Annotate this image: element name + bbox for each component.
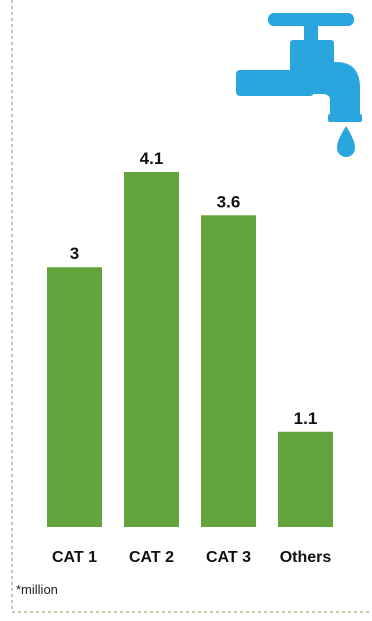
bar-cat-3 <box>201 215 256 528</box>
footnote-units: *million <box>16 582 58 597</box>
category-label-others: Others <box>280 549 332 566</box>
category-label-cat-1: CAT 1 <box>52 549 97 566</box>
value-label-cat-2: 4.1 <box>140 149 164 168</box>
value-label-cat-3: 3.6 <box>217 192 241 211</box>
bar-others <box>278 431 333 527</box>
value-label-others: 1.1 <box>294 409 318 428</box>
value-label-cat-1: 3 <box>70 244 79 263</box>
bars-group: 3 CAT 1 4.1 CAT 2 3.6 CAT 3 1.1 Others <box>47 149 333 566</box>
bar-cat-2 <box>124 172 179 527</box>
category-label-cat-3: CAT 3 <box>206 549 251 566</box>
category-label-cat-2: CAT 2 <box>129 549 174 566</box>
bar-cat-1 <box>47 267 102 527</box>
water-tap-icon <box>236 13 362 157</box>
